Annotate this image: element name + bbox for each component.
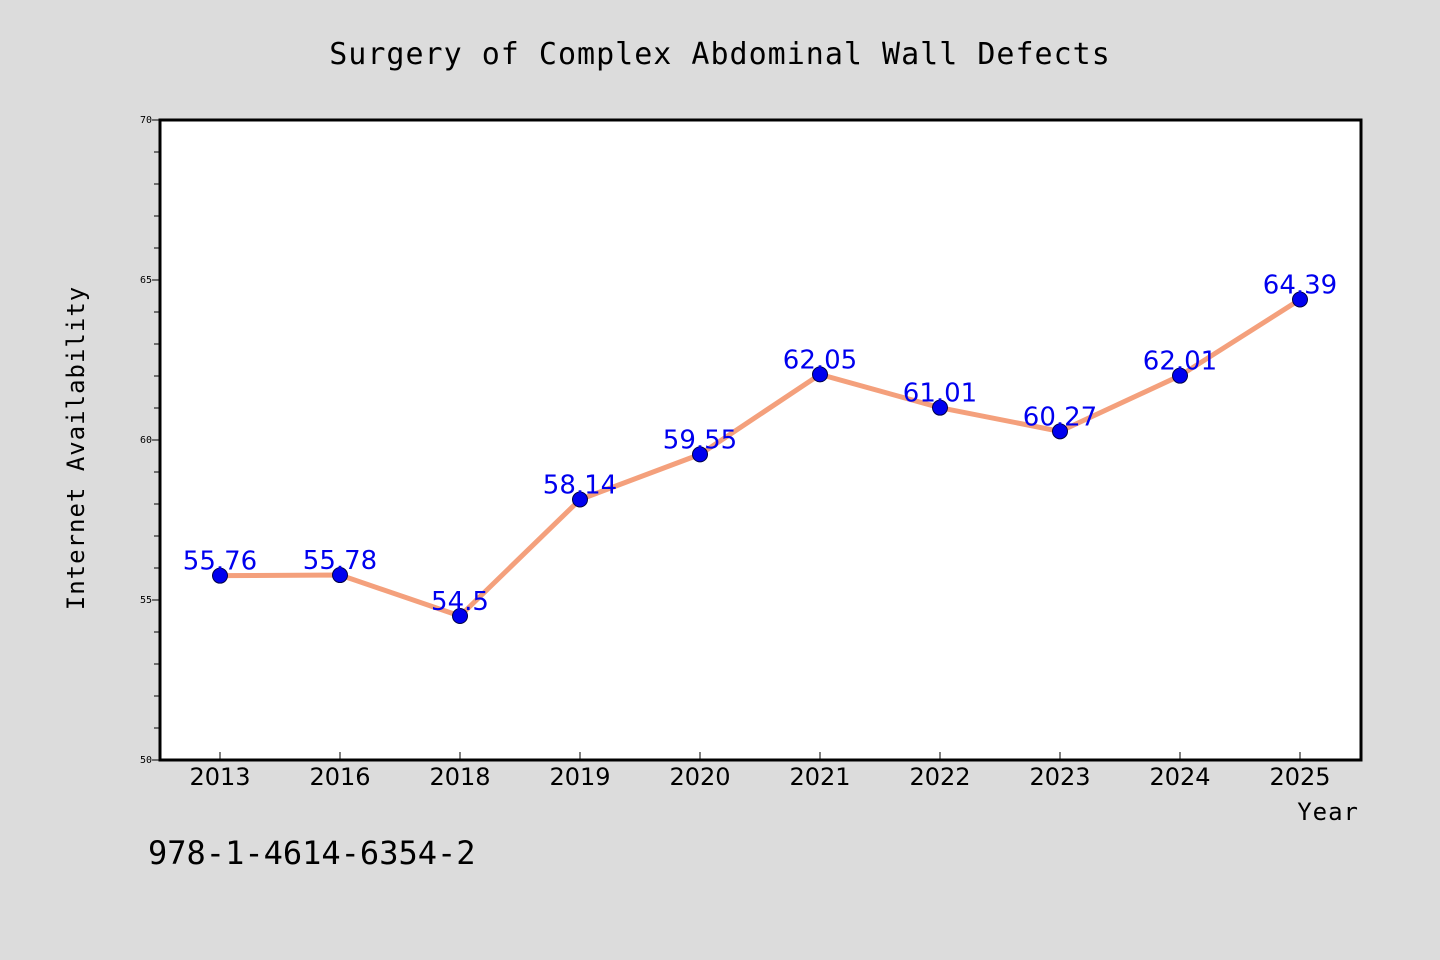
y-tick-label: 65	[140, 275, 152, 286]
y-tick-label: 60	[140, 435, 152, 446]
x-tick-label: 2021	[789, 763, 850, 791]
data-label: 58.14	[543, 471, 617, 501]
data-point	[1172, 367, 1188, 384]
data-point	[1292, 291, 1308, 308]
y-axis: 50 55 60 65 70	[140, 115, 160, 766]
x-tick-label: 2018	[429, 763, 490, 791]
data-label: 62.01	[1143, 347, 1217, 377]
data-point	[1052, 423, 1068, 440]
data-label: 54.5	[431, 587, 489, 617]
data-point	[452, 608, 468, 624]
data-label: 60.27	[1023, 402, 1097, 432]
y-tick-label: 70	[140, 115, 152, 126]
data-point	[572, 491, 588, 508]
y-tick-label: 55	[140, 595, 152, 606]
plot-area	[158, 118, 1363, 762]
data-label: 59.55	[663, 425, 737, 455]
x-tick-label: 2013	[189, 763, 250, 791]
data-point	[692, 446, 708, 463]
data-label-group: 55.76 55.78 54.5 58.14 59.55 62.05 61.01 60.27 6…	[183, 271, 1337, 617]
isbn-annotation: 978-1-4614-6354-2	[148, 834, 476, 872]
data-point	[932, 399, 948, 416]
x-tick-label: 2020	[669, 763, 730, 791]
data-label: 55.76	[183, 547, 257, 577]
series-line-group	[212, 291, 1308, 624]
data-label: 61.01	[903, 379, 977, 409]
data-label: 64.39	[1263, 271, 1337, 301]
x-axis-label: Year	[1297, 798, 1359, 826]
x-tick-label: 2016	[309, 763, 370, 791]
chart-title: Surgery of Complex Abdominal Wall Defect…	[329, 37, 1111, 72]
x-tick-label: 2022	[909, 763, 970, 791]
x-tick-label: 2024	[1149, 763, 1210, 791]
x-axis: 2013 2016 2018 2019 2020 2021 2022 2023 2024 2025	[189, 752, 1331, 791]
x-tick-label: 2023	[1029, 763, 1090, 791]
x-tick-label: 2019	[549, 763, 610, 791]
data-point	[812, 366, 828, 383]
data-label: 62.05	[783, 345, 857, 375]
data-label: 55.78	[303, 546, 377, 576]
x-tick-label: 2025	[1269, 763, 1330, 791]
data-point	[332, 567, 348, 584]
y-axis-label: Internet Availability	[62, 286, 90, 610]
data-point	[212, 567, 228, 584]
y-tick-label: 50	[140, 755, 152, 766]
series-line	[217, 297, 1303, 619]
